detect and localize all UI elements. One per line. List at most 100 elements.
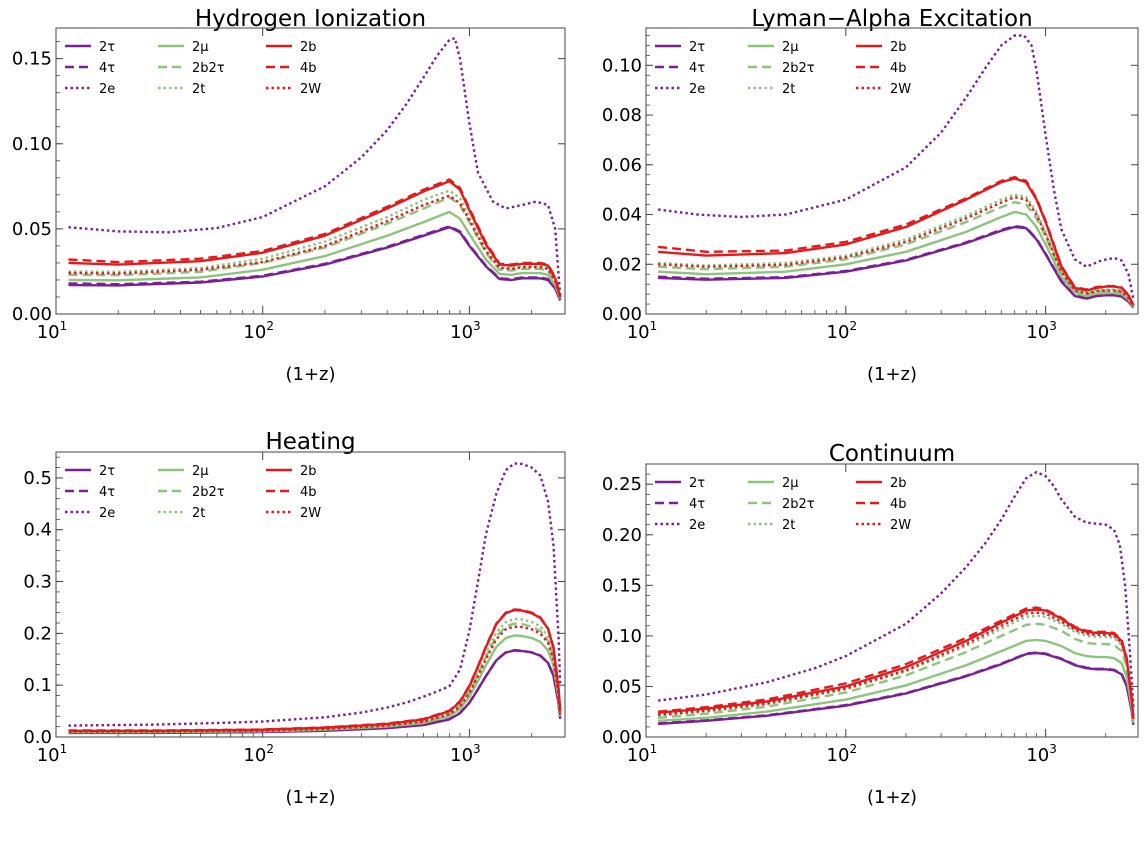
y-tick-label: 0.05 [602, 676, 642, 697]
legend: 2τ 4τ 2e 2μ 2b2τ 2t 2b 4b 2W [655, 40, 911, 97]
y-tick-label: 0.02 [602, 254, 642, 275]
legend-label: 2μ [782, 40, 799, 55]
y-tick-label: 0.3 [23, 572, 52, 593]
series-line-2b [68, 608, 562, 732]
legend-label: 2τ [689, 40, 705, 55]
chart-panel-4: Continuum 0.00 0.05 0.10 0.15 0.20 0.25 101 102 1… [602, 441, 1139, 808]
y-tick-label: 0.05 [12, 219, 52, 240]
legend-label: 2τ [689, 476, 705, 491]
plot-frame [645, 27, 1139, 315]
series-line-2b [658, 608, 1135, 719]
plot-frame [55, 27, 566, 315]
legend-label: 2e [99, 506, 115, 521]
y-tick-label: 0.20 [602, 525, 642, 546]
series-line-2W [658, 195, 1135, 307]
legend-label: 2W [300, 82, 321, 97]
x-tick-label: 103 [450, 319, 481, 343]
series-line-4b [68, 608, 562, 732]
x-tick-label: 102 [243, 319, 274, 343]
legend-label: 2τ [99, 464, 115, 479]
y-tick-label: 0.00 [602, 727, 642, 748]
series-line-2W [68, 194, 562, 298]
legend-label: 2τ [99, 40, 115, 55]
legend-label: 2W [890, 518, 911, 533]
x-tick-label: 103 [450, 742, 481, 766]
series-line-2b2τ [658, 200, 1135, 308]
legend-label: 2b2τ [192, 485, 225, 500]
x-tick-label: 103 [1026, 742, 1057, 766]
legend: 2τ 4τ 2e 2μ 2b2τ 2t 2b 4b 2W [65, 40, 321, 97]
x-tick-label: 102 [827, 742, 858, 766]
x-tick-label: 103 [1026, 319, 1057, 343]
series-line-2e [657, 470, 1135, 707]
x-axis-label: (1+z) [867, 787, 917, 808]
legend-label: 2b [300, 40, 317, 55]
y-tick-label: 0.00 [12, 304, 52, 325]
x-tick-label: 101 [37, 742, 68, 766]
y-tick-label: 0.10 [602, 626, 642, 647]
series-line-2μ [68, 634, 562, 734]
legend-label: 2e [689, 82, 705, 97]
series-line-2t [658, 193, 1135, 307]
x-axis-label: (1+z) [285, 787, 335, 808]
series-line-4b [68, 178, 562, 297]
series-line-2μ [68, 210, 562, 300]
legend-label: 2b [300, 464, 317, 479]
y-tick-label: 0.0 [23, 727, 52, 748]
x-tick-label: 101 [627, 742, 658, 766]
legend-label: 2b2τ [782, 61, 815, 76]
y-tick-label: 0.1 [23, 675, 52, 696]
legend-label: 2b2τ [192, 61, 225, 76]
y-tick-label: 0.5 [23, 468, 52, 489]
series-line-4τ [68, 649, 562, 734]
legend-label: 2e [99, 82, 115, 97]
series-line-4τ [658, 651, 1135, 725]
series-line-2e [657, 34, 1135, 300]
series-line-2e [68, 462, 562, 727]
y-tick-label: 0.4 [23, 520, 52, 541]
plot-frame [55, 451, 566, 738]
legend-label: 2μ [192, 464, 209, 479]
series-line-2τ [68, 225, 562, 301]
legend: 2τ 4τ 2e 2μ 2b2τ 2t 2b 4b 2W [655, 476, 911, 533]
legend-label: 2b2τ [782, 497, 815, 512]
series-line-2b2τ [657, 622, 1135, 721]
x-tick-label: 102 [243, 742, 274, 766]
legend-label: 2t [192, 82, 205, 97]
y-tick-label: 0.08 [602, 105, 642, 126]
x-tick-label: 102 [827, 319, 858, 343]
series-line-2b [658, 177, 1135, 306]
legend-label: 4τ [99, 61, 115, 76]
x-tick-label: 101 [37, 319, 68, 343]
chart-panel-3: Heating 0.0 0.1 0.2 0.3 0.4 0.5 101 102 103 (1+z) 2… [23, 429, 566, 808]
legend-label: 2b [890, 40, 907, 55]
legend-label: 4b [300, 485, 317, 500]
y-tick-label: 0.06 [602, 155, 642, 176]
y-tick-label: 0.15 [602, 575, 642, 596]
series-line-2μ [658, 638, 1135, 723]
y-tick-label: 0.2 [23, 623, 52, 644]
series-line-4τ [658, 224, 1135, 309]
y-tick-label: 0.00 [602, 304, 642, 325]
legend-label: 4τ [689, 61, 705, 76]
chart-title: Heating [265, 429, 355, 455]
legend-label: 4b [300, 61, 317, 76]
legend-label: 2t [782, 518, 795, 533]
legend-label: 2μ [782, 476, 799, 491]
legend-label: 2t [782, 82, 795, 97]
legend-label: 2e [689, 518, 705, 533]
series-line-2b2τ [68, 196, 562, 299]
series-line-2t [68, 189, 562, 298]
legend-label: 2W [300, 506, 321, 521]
legend-label: 4b [890, 61, 907, 76]
legend-label: 4τ [689, 497, 705, 512]
legend-label: 2b [890, 476, 907, 491]
legend-label: 4τ [99, 485, 115, 500]
legend-label: 4b [890, 497, 907, 512]
y-tick-label: 0.15 [12, 49, 52, 70]
legend-label: 2μ [192, 40, 209, 55]
y-tick-label: 0.10 [602, 55, 642, 76]
y-tick-label: 0.10 [12, 134, 52, 155]
